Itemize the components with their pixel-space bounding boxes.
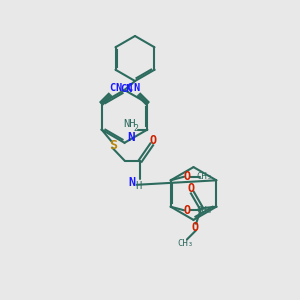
Text: N: N [115,83,122,93]
Text: CH₃: CH₃ [196,172,212,181]
Text: N: N [128,176,136,189]
Text: CN: CN [120,84,133,94]
Text: H: H [136,181,142,191]
Text: CH₃: CH₃ [196,206,212,215]
Text: CH₃: CH₃ [177,238,194,247]
Text: O: O [192,221,199,234]
Text: O: O [187,182,194,195]
Text: C: C [109,83,116,93]
Text: N: N [134,83,140,93]
Text: O: O [149,134,157,147]
Text: C: C [126,83,133,93]
Text: 2: 2 [134,124,139,133]
Text: O: O [183,169,190,183]
Text: N: N [127,131,134,144]
Text: NH: NH [124,119,136,129]
Text: S: S [109,139,117,152]
Text: O: O [183,204,190,218]
